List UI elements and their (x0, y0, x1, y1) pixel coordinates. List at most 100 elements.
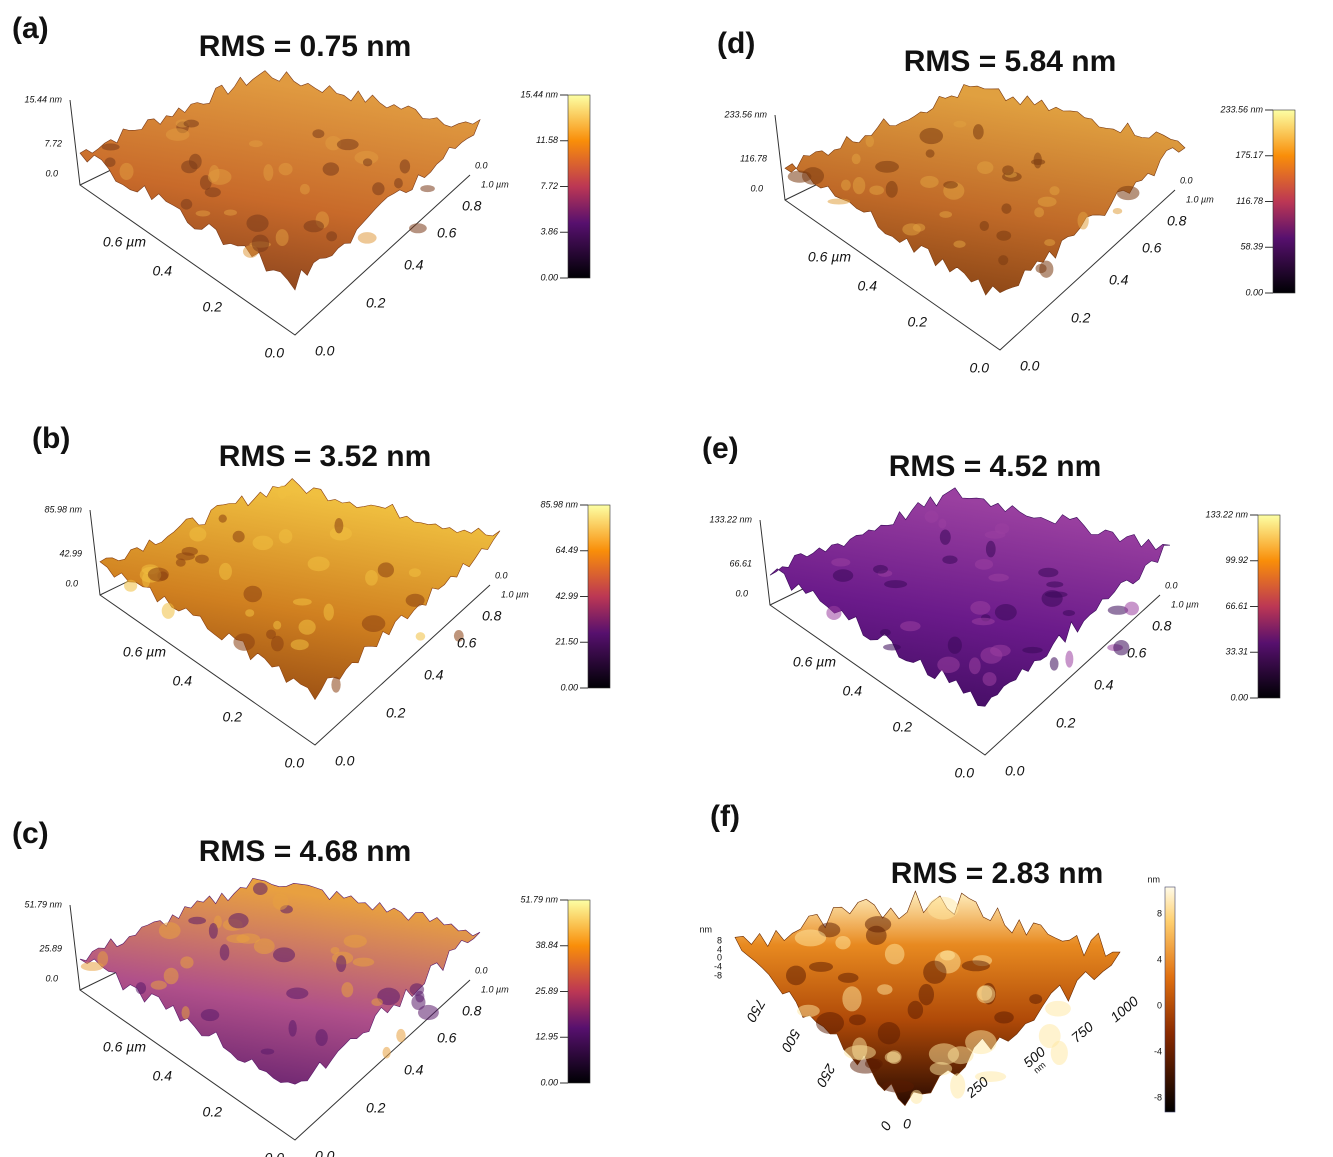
y-axis-label: 0.0 (1180, 175, 1193, 185)
surface-bump (972, 124, 984, 140)
y-axis-label: 0.2 (386, 705, 406, 721)
surface-bump (1031, 158, 1046, 166)
y-axis-label: 0.8 (462, 198, 482, 214)
surface-bump (223, 209, 237, 216)
surface-bump (884, 943, 905, 965)
panel-label: (d) (717, 27, 755, 60)
surface-bump (181, 160, 198, 174)
colorbar-label: 3.86 (540, 227, 558, 237)
surface-bump (175, 558, 186, 567)
surface-bump (382, 1046, 391, 1059)
surface-bump (218, 514, 227, 523)
colorbar-label: -8 (1154, 1092, 1162, 1102)
colorbar (587, 504, 611, 689)
y-axis-label: 0.6 (457, 635, 477, 651)
surface-bump (1038, 567, 1059, 578)
surface-bump (1065, 650, 1074, 668)
x-axis-label: 250 (813, 1061, 839, 1090)
surface-bump (907, 1000, 924, 1020)
surface-bump (953, 120, 967, 128)
colorbar-label: 25.89 (534, 986, 558, 996)
surface-bump (180, 198, 193, 210)
surface-bump (943, 181, 958, 189)
surface-bump (204, 187, 221, 198)
surface-bump (188, 916, 207, 925)
surface-bump (832, 569, 854, 582)
surface-bump (1002, 165, 1014, 176)
surface-bump (408, 568, 421, 578)
colorbar-label: 175.17 (1235, 150, 1264, 160)
surface-bump (343, 934, 367, 948)
surface-bump (1046, 581, 1064, 588)
surface-bump (394, 178, 403, 189)
surface-bump (1107, 605, 1129, 615)
y-axis-label: 0.4 (1094, 677, 1114, 693)
surface-bump (826, 605, 842, 621)
surface-bump (979, 220, 989, 231)
surface-bump (175, 552, 195, 561)
y-axis-label: 0.0 (475, 160, 488, 170)
colorbar-label: 0 (1157, 1000, 1162, 1010)
y-axis-label: 0.2 (1071, 310, 1091, 326)
surface-bump (260, 1048, 275, 1055)
x-axis-label: 500 (778, 1027, 804, 1055)
y-axis-label: 1.0 µm (481, 179, 509, 189)
surface-bump (950, 1073, 966, 1099)
x-axis-label: 0.0 (955, 765, 975, 781)
y-axis-label: 0.8 (1167, 213, 1187, 229)
surface-bump (195, 210, 211, 217)
surface (784, 84, 1186, 296)
colorbar (567, 94, 591, 279)
surface-bump (988, 573, 1009, 582)
y-axis-label: 0.6 (1142, 240, 1162, 256)
surface-bump (985, 540, 996, 558)
surface-bump (272, 893, 289, 911)
panel-label: (e) (702, 432, 739, 465)
colorbar-label: 58.39 (1240, 242, 1263, 252)
colorbar-label: 15.44 nm (520, 89, 558, 99)
surface-bump (150, 980, 167, 990)
surface-bump (104, 157, 116, 168)
z-axis-label: -4 (714, 961, 722, 971)
surface-bump (877, 984, 893, 995)
z-axis-label: 0.0 (65, 578, 78, 588)
y-axis-label: 0.8 (1152, 618, 1172, 634)
colorbar-label: 0.00 (1245, 287, 1263, 297)
surface-bump (252, 535, 274, 551)
surface-bump (330, 946, 340, 955)
surface-bump (372, 182, 385, 196)
surface-bump (218, 562, 232, 580)
z-axis-label: 42.99 (59, 548, 82, 558)
y-axis-label: 0.0 (1020, 358, 1040, 374)
surface-bump (278, 162, 293, 176)
surface-bump (233, 633, 255, 651)
surface-bump (883, 643, 901, 651)
x-axis-label: 0.2 (203, 299, 223, 315)
surface-bump (180, 956, 194, 969)
surface-bump (924, 510, 939, 523)
z-axis-label: 7.72 (44, 138, 62, 148)
surface-bump (165, 128, 190, 141)
surface-bump (918, 983, 935, 1006)
x-axis-label: 0.2 (223, 709, 243, 725)
surface-bump (195, 554, 209, 564)
surface-bump (326, 231, 338, 242)
surface (769, 487, 1171, 707)
colorbar-label: 0.00 (1230, 692, 1248, 702)
surface-bump (884, 1051, 901, 1063)
y-axis-label: 0.6 (437, 225, 457, 241)
surface-bump (158, 922, 181, 940)
z-axis-label: 0.0 (735, 588, 748, 598)
surface-bump (1116, 185, 1140, 201)
surface-bump (336, 138, 359, 151)
surface-bump (919, 127, 944, 145)
surface-bump (270, 635, 284, 652)
z-axis-label: 66.61 (729, 558, 752, 568)
y-axis-label: 1.0 µm (1171, 599, 1199, 609)
colorbar (1164, 886, 1176, 1113)
y-axis-label: 0.0 (335, 753, 355, 769)
x-axis-label: 0.2 (893, 719, 913, 735)
surface-bump (248, 140, 263, 148)
surface-bump (200, 1008, 220, 1022)
